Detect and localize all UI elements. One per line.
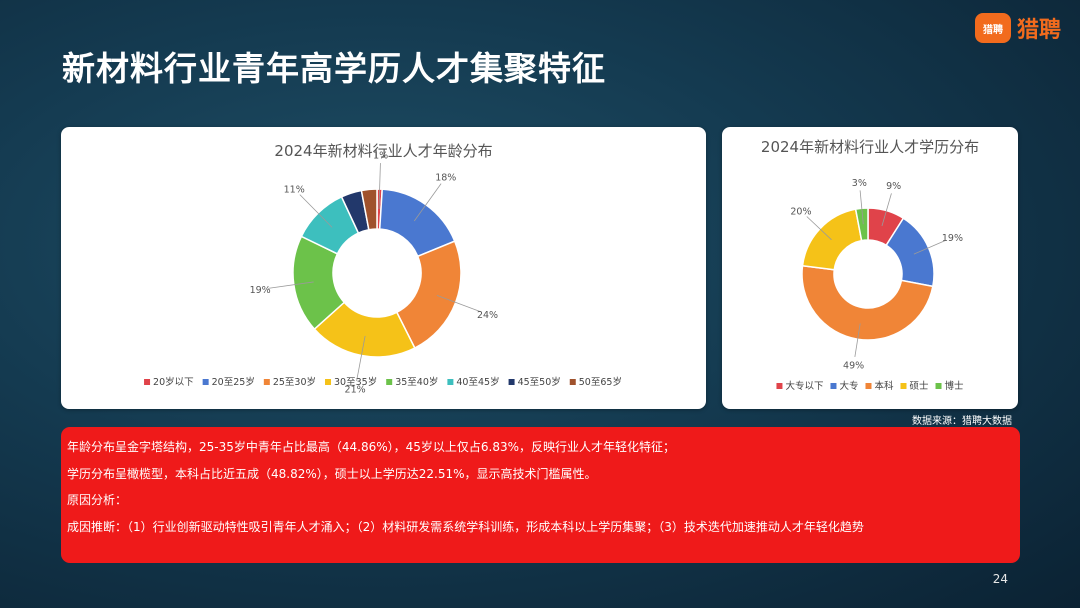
- age-leader-line-5: [299, 194, 333, 228]
- page-number: 24: [992, 572, 1008, 586]
- summary-box: 年龄分布呈金字塔结构，25-35岁中青年占比最高（44.86%），45岁以上仅占…: [61, 427, 1020, 563]
- page-title: 新材料行业青年高学历人才集聚特征: [62, 49, 606, 88]
- summary-line: 学历分布呈橄榄型，本科占比近五成（48.82%），硕士以上学历达22.51%，显…: [67, 466, 597, 481]
- age-legend-swatch-6: [508, 379, 515, 385]
- age-legend-swatch-2: [263, 379, 270, 385]
- education-legend-label-2: 本科: [874, 380, 894, 392]
- education-chart-title: 2024年新材料行业人才学历分布: [760, 138, 980, 156]
- age-leader-line-0: [378, 163, 381, 210]
- summary-line: 成因推断：（1）行业创新驱动特性吸引青年人才涌入；（2）材料研发需系统学科训练，…: [67, 519, 864, 534]
- summary-line: 年龄分布呈金字塔结构，25-35岁中青年占比最高（44.86%），45岁以上仅占…: [67, 440, 676, 454]
- age-data-label-0: 1%: [373, 151, 388, 162]
- age-donut-chart: 1% 18% 24% 21% 19% 11% 20岁以下 20至25岁 25至30岁 30至35岁…: [144, 151, 622, 395]
- education-leader-line-1: [913, 240, 946, 255]
- age-legend-swatch-4: [386, 379, 393, 385]
- age-legend-swatch-5: [447, 379, 454, 385]
- age-data-label-1: 18%: [435, 173, 456, 184]
- education-legend-label-3: 硕士: [910, 380, 930, 392]
- education-legend-swatch-4: [935, 383, 942, 389]
- education-slice-3: [801, 208, 863, 271]
- education-legend-label-0: 大专以下: [785, 380, 823, 392]
- education-legend-swatch-2: [865, 383, 872, 389]
- age-leader-line-3: [356, 335, 366, 382]
- age-legend-swatch-7: [569, 379, 576, 385]
- liepin-logo: 猎聘 猎聘: [975, 12, 1061, 44]
- age-legend-swatch-0: [144, 379, 151, 385]
- logo-text: 猎聘: [1017, 18, 1062, 43]
- age-data-label-5: 11%: [284, 184, 305, 195]
- age-legend-label-0: 20岁以下: [153, 376, 194, 388]
- age-slice-2: [395, 240, 462, 350]
- age-leader-line-4: [268, 281, 314, 289]
- education-legend-label-1: 大专: [839, 380, 858, 392]
- education-data-label-0: 9%: [886, 181, 901, 192]
- age-legend-label-3: 30至35岁: [334, 376, 377, 388]
- age-legend: 20岁以下 20至25岁 25至30岁 30至35岁 35至40岁 40至45岁 45至50…: [144, 376, 622, 388]
- age-data-label-2: 24%: [477, 310, 498, 321]
- age-legend-label-7: 50至65岁: [579, 376, 622, 388]
- education-leader-line-2: [854, 323, 861, 358]
- age-leader-line-2: [436, 295, 481, 312]
- education-chart-panel: 2024年新材料行业人才学历分布 9% 19% 49% 20% 3% 大专以下 大专 本科 硕士…: [722, 127, 1018, 409]
- education-data-label-3: 20%: [790, 207, 811, 218]
- age-data-label-4: 19%: [250, 285, 271, 296]
- education-legend-swatch-3: [900, 383, 907, 389]
- education-data-label-2: 49%: [843, 360, 864, 371]
- education-data-label-1: 19%: [942, 233, 963, 244]
- education-donut-chart: 9% 19% 49% 20% 3% 大专以下 大专 本科 硕士 博士: [776, 178, 964, 392]
- age-slice-7: [360, 188, 378, 231]
- education-leader-line-4: [859, 190, 864, 225]
- age-leader-line-1: [413, 183, 442, 222]
- age-legend-swatch-3: [325, 379, 332, 385]
- age-legend-label-2: 25至30岁: [273, 376, 316, 388]
- education-data-label-4: 3%: [852, 178, 867, 189]
- education-slice-2: [801, 264, 934, 341]
- age-legend-label-4: 35至40岁: [395, 376, 438, 388]
- age-data-label-3: 21%: [345, 384, 366, 395]
- data-source-note: 数据来源：猎聘大数据: [912, 416, 1012, 427]
- education-leader-line-0: [881, 193, 892, 227]
- education-legend-swatch-1: [830, 383, 837, 389]
- education-leader-line-3: [806, 216, 832, 241]
- education-legend-swatch-0: [776, 383, 783, 389]
- education-slice-4: [854, 207, 869, 242]
- age-chart-title: 2024年新材料行业人才年龄分布: [274, 142, 493, 160]
- summary-line: 原因分析：: [67, 493, 128, 507]
- age-legend-label-1: 20至25岁: [212, 376, 255, 388]
- education-legend-label-4: 博士: [945, 380, 965, 392]
- age-chart-panel: 2024年新材料行业人才年龄分布 1% 18% 24% 21% 19% 11% 20岁以下 2…: [61, 127, 706, 409]
- logo-mark: 猎聘: [975, 13, 1011, 43]
- age-legend-label-5: 40至45岁: [456, 376, 499, 388]
- age-legend-label-6: 45至50岁: [518, 376, 561, 388]
- education-legend: 大专以下 大专 本科 硕士 博士: [776, 380, 964, 392]
- age-legend-swatch-1: [202, 379, 209, 385]
